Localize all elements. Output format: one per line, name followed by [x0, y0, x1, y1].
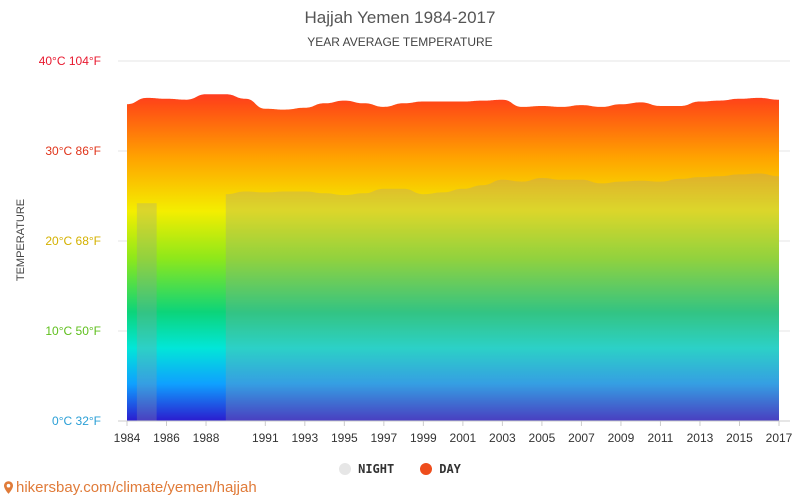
y-tick-label: 30°C 86°F	[45, 144, 101, 158]
chart-legend: NIGHT DAY	[0, 462, 800, 476]
x-tick-label: 2005	[529, 431, 556, 445]
y-axis-label: TEMPERATURE	[15, 199, 27, 281]
legend-day-label: DAY	[439, 462, 461, 476]
x-tick-label: 1986	[153, 431, 180, 445]
legend-item-day[interactable]: DAY	[420, 462, 461, 476]
x-tick-label: 2001	[450, 431, 477, 445]
y-tick-label: 10°C 50°F	[45, 324, 101, 338]
x-tick-label: 2015	[726, 431, 753, 445]
x-tick-label: 2009	[608, 431, 635, 445]
legend-day-swatch	[420, 463, 433, 475]
x-tick-label: 1984	[114, 431, 141, 445]
chart-title: Hajjah Yemen 1984-2017	[304, 8, 496, 27]
legend-night-swatch	[339, 463, 352, 475]
x-tick-label: 1988	[193, 431, 220, 445]
series-day-area[interactable]	[127, 94, 779, 422]
series-night-bar-1985[interactable]	[136, 203, 157, 421]
legend-item-night[interactable]: NIGHT	[339, 462, 394, 476]
y-tick-label: 0°C 32°F	[52, 414, 101, 428]
x-tick-label: 1995	[331, 431, 358, 445]
y-tick-label: 20°C 68°F	[45, 234, 101, 248]
footer-text: hikersbay.com/climate/yemen/hajjah	[16, 479, 257, 496]
x-tick-label: 2017	[766, 431, 793, 445]
x-tick-label: 1991	[252, 431, 279, 445]
x-tick-label: 2011	[648, 431, 674, 445]
x-tick-label: 2007	[568, 431, 595, 445]
x-tick-label: 1999	[410, 431, 437, 445]
series-night-area[interactable]	[225, 173, 780, 422]
legend-night-label: NIGHT	[358, 462, 395, 476]
chart-subtitle: YEAR AVERAGE TEMPERATURE	[307, 35, 493, 49]
footer-link[interactable]: hikersbay.com/climate/yemen/hajjah	[4, 479, 257, 496]
y-tick-label: 40°C 104°F	[39, 54, 101, 68]
x-tick-label: 1993	[291, 431, 318, 445]
x-tick-label: 2003	[489, 431, 516, 445]
location-pin-icon	[4, 481, 13, 494]
x-tick-label: 2013	[687, 431, 714, 445]
x-tick-label: 1997	[370, 431, 397, 445]
